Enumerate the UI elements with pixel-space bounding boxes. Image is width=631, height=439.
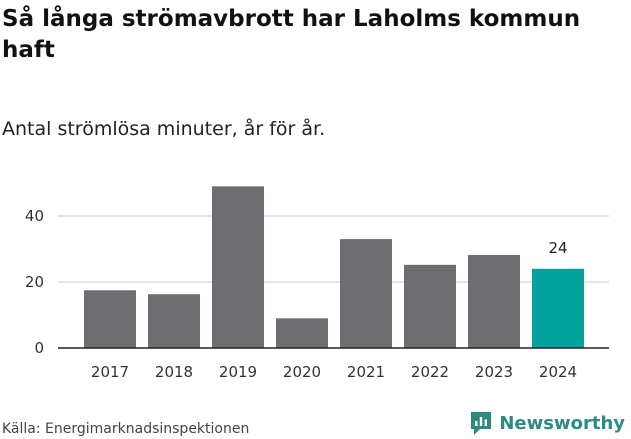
x-tick-label-2020: 2020 [283, 363, 321, 381]
bar-2019 [212, 186, 264, 348]
source-note: Källa: Energimarknadsinspektionen [2, 421, 250, 437]
y-tick-label-40: 40 [25, 207, 44, 225]
chart-title: Så långa strömavbrott har Laholms kommun… [2, 6, 581, 63]
y-tick-label-20: 20 [25, 273, 44, 291]
y-tick-label-0: 0 [34, 339, 44, 357]
brand-name: Newsworthy [499, 412, 625, 434]
bar-2017 [84, 290, 136, 348]
bar-2021 [340, 239, 392, 348]
x-tick-label-2021: 2021 [347, 363, 385, 381]
chart-subtitle: Antal strömlösa minuter, år för år. [2, 118, 326, 140]
x-tick-label-2023: 2023 [475, 363, 513, 381]
bar-2023 [468, 254, 520, 348]
x-tick-label-2022: 2022 [411, 363, 449, 381]
data-label-2024: 24 [548, 239, 567, 257]
x-tick-label-2024: 2024 [539, 363, 577, 381]
x-tick-label-2017: 2017 [91, 363, 129, 381]
newsworthy-icon [471, 412, 492, 435]
newsworthy-logo: Newsworthy [469, 408, 625, 438]
bar-2022 [404, 264, 456, 348]
bar-2024 [532, 268, 584, 348]
bar-2020 [276, 318, 328, 348]
x-tick-label-2019: 2019 [219, 363, 257, 381]
bar-2018 [148, 294, 200, 348]
x-tick-label-2018: 2018 [155, 363, 193, 381]
